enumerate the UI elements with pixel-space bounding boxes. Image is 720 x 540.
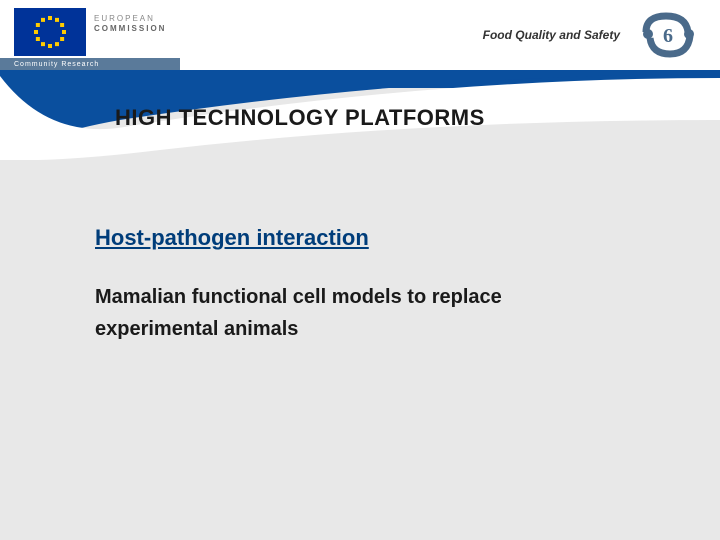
slide-subtitle: Host-pathogen interaction: [95, 225, 625, 251]
org-name: EUROPEAN COMMISSION: [94, 14, 166, 35]
fp6-logo-icon: 6: [640, 10, 696, 60]
slide-body: Mamalian functional cell models to repla…: [95, 281, 625, 345]
eu-stars-icon: [32, 14, 68, 50]
header-topic: Food Quality and Safety: [483, 28, 620, 42]
org-line1: EUROPEAN: [94, 14, 166, 24]
header-band: EUROPEAN COMMISSION Community Research F…: [0, 0, 720, 70]
svg-text:6: 6: [663, 25, 673, 47]
slide-title: HIGH TECHNOLOGY PLATFORMS: [115, 105, 485, 131]
eu-flag-icon: [14, 8, 86, 56]
org-line2: COMMISSION: [94, 24, 166, 34]
slide-content: Host-pathogen interaction Mamalian funct…: [95, 225, 625, 345]
